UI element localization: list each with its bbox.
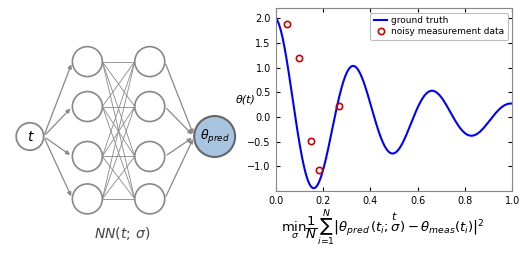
ground truth xyxy=(377,134,383,137)
noisy measurement data xyxy=(336,105,343,108)
Text: $NN(t;\,\sigma)$: $NN(t;\,\sigma)$ xyxy=(94,225,150,242)
ground truth xyxy=(461,131,467,135)
Text: t: t xyxy=(27,129,33,144)
noisy measurement data xyxy=(316,169,322,172)
ground truth xyxy=(272,16,279,20)
ground truth xyxy=(509,102,515,105)
Circle shape xyxy=(72,47,102,77)
ground truth xyxy=(296,143,303,147)
Circle shape xyxy=(135,141,165,171)
Circle shape xyxy=(135,47,165,77)
ground truth xyxy=(368,106,374,109)
ground truth xyxy=(435,92,441,96)
Circle shape xyxy=(72,184,102,214)
Circle shape xyxy=(72,91,102,121)
Circle shape xyxy=(16,123,44,150)
Text: $\min_{\sigma}\dfrac{1}{N}\sum_{i=1}^{N}\left|\theta_{pred}(t_i;\sigma)-\theta_{: $\min_{\sigma}\dfrac{1}{N}\sum_{i=1}^{N}… xyxy=(281,208,485,248)
Line: noisy measurement data: noisy measurement data xyxy=(284,21,343,173)
noisy measurement data xyxy=(308,139,314,142)
noisy measurement data xyxy=(284,22,291,26)
ground truth xyxy=(457,127,463,130)
Legend: ground truth, noisy measurement data: ground truth, noisy measurement data xyxy=(370,13,508,40)
X-axis label: t: t xyxy=(392,212,396,221)
Circle shape xyxy=(135,91,165,121)
Circle shape xyxy=(72,141,102,171)
noisy measurement data xyxy=(296,56,303,59)
ground truth xyxy=(310,186,317,190)
Text: $\theta_{pred}$: $\theta_{pred}$ xyxy=(200,127,229,146)
Line: ground truth: ground truth xyxy=(276,18,512,188)
Circle shape xyxy=(135,184,165,214)
Circle shape xyxy=(194,116,235,157)
Y-axis label: θ(t): θ(t) xyxy=(236,95,256,105)
